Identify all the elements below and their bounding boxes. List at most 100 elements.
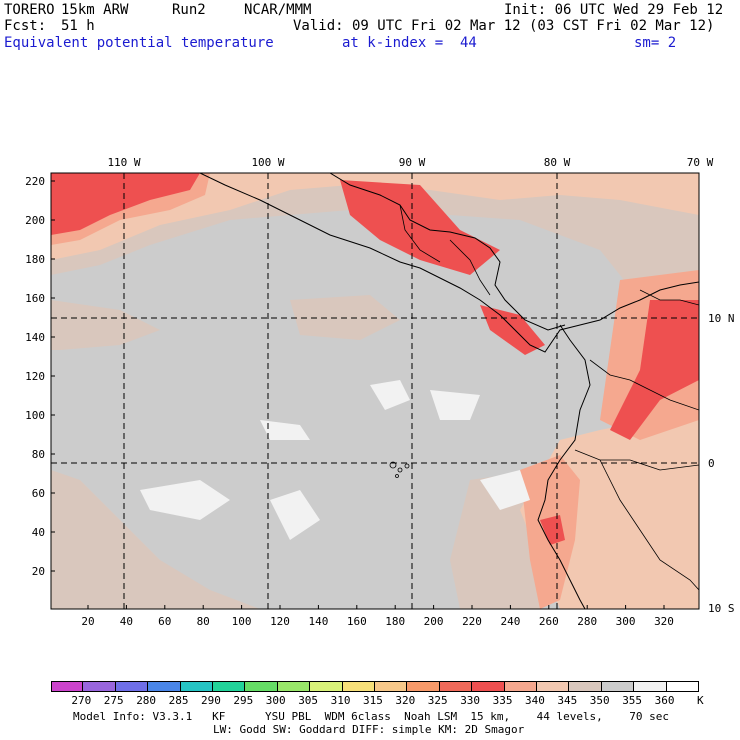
init-time: Init: 06 UTC Wed 29 Feb 12: [504, 2, 724, 18]
lat-lon-grid: [51, 173, 699, 609]
y-tick-label: 20: [32, 565, 45, 578]
colorbar-level-label: 350: [589, 694, 610, 707]
field-patch-355-c: [140, 480, 230, 520]
x-tick-label: 180: [385, 615, 405, 628]
x-tick-label: 220: [462, 615, 482, 628]
y-tick-label: 160: [25, 292, 45, 305]
colorbar-swatch: [213, 681, 246, 692]
model-name: TORERO: [4, 2, 55, 18]
y-tick-label: 120: [25, 370, 45, 383]
x-tick-label: 320: [654, 615, 674, 628]
valid-time: Valid: 09 UTC Fri 02 Mar 12 (03 CST Fri …: [293, 18, 715, 34]
colorbar-swatch: [537, 681, 570, 692]
field-patch-355-d: [270, 490, 320, 540]
colorbar-swatch: [634, 681, 667, 692]
y-tick-label: 80: [32, 448, 45, 461]
field-patch-330-northwest: [51, 173, 200, 235]
border-peru-north: [574, 449, 699, 471]
smoothing-label: sm= 2: [634, 35, 677, 51]
y-tick-label: 100: [25, 409, 45, 422]
coastline-central-america-pacific: [199, 173, 699, 353]
org-label: NCAR/MMM: [244, 2, 312, 18]
x-tick-label: 140: [308, 615, 328, 628]
x-tick-label: 240: [500, 615, 520, 628]
y-tick-label: 200: [25, 214, 45, 227]
coastline-south-america-pacific: [537, 324, 591, 609]
colorbar-swatch: [342, 681, 375, 692]
lat-label-10n: 10 N: [708, 312, 735, 325]
model-resolution: 15km ARW: [61, 2, 129, 18]
x-tick-label: 60: [158, 615, 171, 628]
x-tick-label: 40: [120, 615, 133, 628]
colorbar-swatch: [666, 681, 699, 692]
colorbar-level-label: 305: [298, 694, 319, 707]
colorbar-swatch: [439, 681, 473, 692]
x-tick-label: 280: [577, 615, 597, 628]
colorbar-level-label: 295: [233, 694, 254, 707]
colorbar-swatch: [51, 681, 84, 692]
colorbar-swatch: [277, 681, 311, 692]
field-patch-330-andes: [610, 300, 699, 440]
colorbar-level-label: 280: [136, 694, 157, 707]
field-patch-355-b: [430, 390, 480, 420]
lon-label-100w: 100 W: [251, 156, 284, 169]
colorbar-swatch: [148, 681, 181, 692]
colorbar-swatch: [472, 681, 505, 692]
y-tick-label: 220: [25, 175, 45, 188]
coastline-central-america-caribbean: [329, 173, 566, 331]
colorbar-swatch: [180, 681, 213, 692]
colorbar-level-label: 310: [330, 694, 351, 707]
colorbar-swatch: [245, 681, 278, 692]
field-patch-355-a: [370, 380, 410, 410]
colorbar-level-label: 325: [427, 694, 448, 707]
x-tick-label: 80: [197, 615, 210, 628]
colorbar-level-label: 345: [557, 694, 578, 707]
forecast-hour: 51 h: [61, 18, 95, 34]
border-guatemala-honduras: [399, 204, 441, 263]
lon-label-110w: 110 W: [107, 156, 140, 169]
colorbar-swatch: [504, 681, 537, 692]
lon-label-90w: 90 W: [399, 156, 426, 169]
lat-label-10s: 10 S: [708, 602, 735, 615]
field-patch-330-central-america: [340, 180, 500, 275]
galapagos-islands: [389, 461, 410, 478]
field-patch-355-e: [480, 470, 530, 510]
y-tick-label: 180: [25, 253, 45, 266]
field-patch-330-peru-coast: [540, 515, 565, 545]
colorbar-level-label: 300: [265, 694, 286, 707]
lon-label-80w: 80 W: [544, 156, 571, 169]
y-tick-label: 40: [32, 526, 45, 539]
colorbar-level-label: 290: [201, 694, 221, 707]
x-tick-label: 160: [347, 615, 367, 628]
field-name: Equivalent potential temperature: [4, 35, 274, 51]
x-tick-label: 20: [81, 615, 94, 628]
y-tick-label: 140: [25, 331, 45, 344]
lon-label-70w: 70 W: [687, 156, 714, 169]
border-peru-brazil: [599, 459, 699, 591]
colorbar-level-label: 320: [395, 694, 416, 707]
x-tick-label: 300: [616, 615, 636, 628]
theta-e-map: 110 W 100 W 90 W 80 W 70 W 10 N 0 10 S 2…: [25, 156, 735, 628]
y-tick-label: 60: [32, 487, 45, 500]
colorbar-level-label: 315: [363, 694, 383, 707]
colorbar-swatch: [407, 681, 440, 692]
colorbar-level-label: 340: [525, 694, 545, 707]
map-field: [51, 173, 699, 609]
border-nicaragua: [449, 239, 491, 296]
border-colombia-ecuador-region: [589, 359, 699, 411]
x-axis-ticks: 20 40 60 80 100 120 140 160 180 200 220 240 260 280 30…: [81, 605, 674, 628]
colorbar-swatch: [310, 681, 343, 692]
border-venezuela: [639, 289, 699, 306]
colorbar-swatch: [375, 681, 408, 692]
colorbar-level-label: 270: [71, 694, 92, 707]
colorbar-level-label: 285: [168, 694, 189, 707]
x-tick-label: 260: [539, 615, 559, 628]
colorbar-swatch: [83, 681, 116, 692]
forecast-label: Fcst:: [4, 18, 47, 34]
x-tick-label: 120: [270, 615, 290, 628]
colorbar-level-label: 355: [622, 694, 643, 707]
field-patch-355-f: [260, 420, 310, 440]
lat-label-0: 0: [708, 457, 715, 470]
colorbar-swatch: [601, 681, 635, 692]
colorbar-unit: K: [697, 694, 704, 707]
